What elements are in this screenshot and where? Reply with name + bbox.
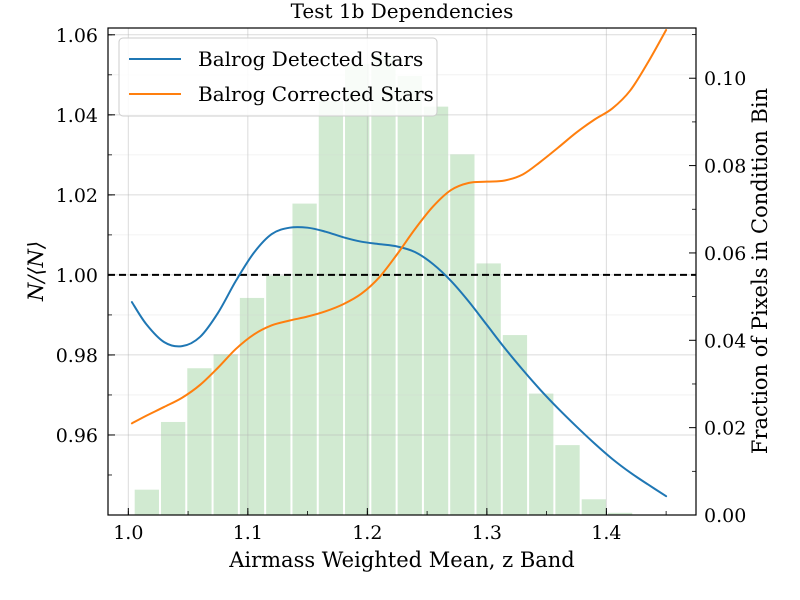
chart-title: Test 1b Dependencies xyxy=(291,0,514,23)
y-tick-label: 0.96 xyxy=(56,425,98,447)
x-tick-label: 1.0 xyxy=(113,522,143,544)
histogram-bar xyxy=(266,275,291,515)
x-tick-label: 1.3 xyxy=(472,522,502,544)
y2-tick-label: 0.10 xyxy=(704,68,746,90)
x-tick-label: 1.4 xyxy=(591,522,621,544)
histogram-layer xyxy=(134,55,659,516)
histogram-bar xyxy=(555,445,580,515)
histogram-bar xyxy=(134,489,159,515)
histogram-bar xyxy=(239,297,265,515)
histogram-bar xyxy=(476,263,501,515)
histogram-bar xyxy=(502,335,528,515)
y-tick-label: 1.02 xyxy=(56,185,98,207)
histogram-bar xyxy=(450,154,475,515)
y2-tick-label: 0.00 xyxy=(704,505,746,527)
y2-tick-label: 0.06 xyxy=(704,243,746,265)
legend-label-detected: Balrog Detected Stars xyxy=(198,47,423,71)
series-line-corrected xyxy=(130,29,668,425)
x-tick-label: 1.2 xyxy=(352,522,382,544)
series-layer xyxy=(130,29,668,498)
histogram-bar xyxy=(607,512,633,515)
y-axis-label: N/⟨N⟩ xyxy=(24,241,48,302)
x-axis-label: Airmass Weighted Mean, z Band xyxy=(228,548,575,572)
legend-label-corrected: Balrog Corrected Stars xyxy=(198,82,434,106)
histogram-bar xyxy=(213,354,238,515)
histogram-bar xyxy=(292,203,317,515)
y-tick-label: 1.04 xyxy=(56,105,98,127)
legend: Balrog Detected Stars Balrog Corrected S… xyxy=(118,37,438,117)
tick-layer: 1.0 1.1 1.2 1.3 1.4 0.96 0.98 1.00 1.02 1.04 1.06 0… xyxy=(56,25,747,544)
x-tick-label: 1.1 xyxy=(233,522,263,544)
y-tick-label: 1.00 xyxy=(56,265,98,287)
histogram-bar xyxy=(423,106,449,515)
histogram-bar xyxy=(187,368,212,515)
series-line-detected xyxy=(130,226,668,498)
plot-frame xyxy=(107,27,697,516)
legend-box xyxy=(118,37,438,117)
histogram-bar xyxy=(529,393,554,515)
histogram-bar xyxy=(397,76,422,515)
histogram-bar xyxy=(318,100,344,516)
y2-tick-label: 0.02 xyxy=(704,418,746,440)
histogram-bar xyxy=(160,421,186,515)
y2-tick-label: 0.08 xyxy=(704,156,746,178)
y-tick-label: 0.98 xyxy=(56,345,98,367)
histogram-bar xyxy=(581,499,606,515)
y2-axis-label: Fraction of Pixels in Condition Bin xyxy=(748,88,772,454)
y2-tick-label: 0.04 xyxy=(704,330,746,352)
y-tick-label: 1.06 xyxy=(56,25,98,47)
histogram-bar xyxy=(371,55,396,515)
